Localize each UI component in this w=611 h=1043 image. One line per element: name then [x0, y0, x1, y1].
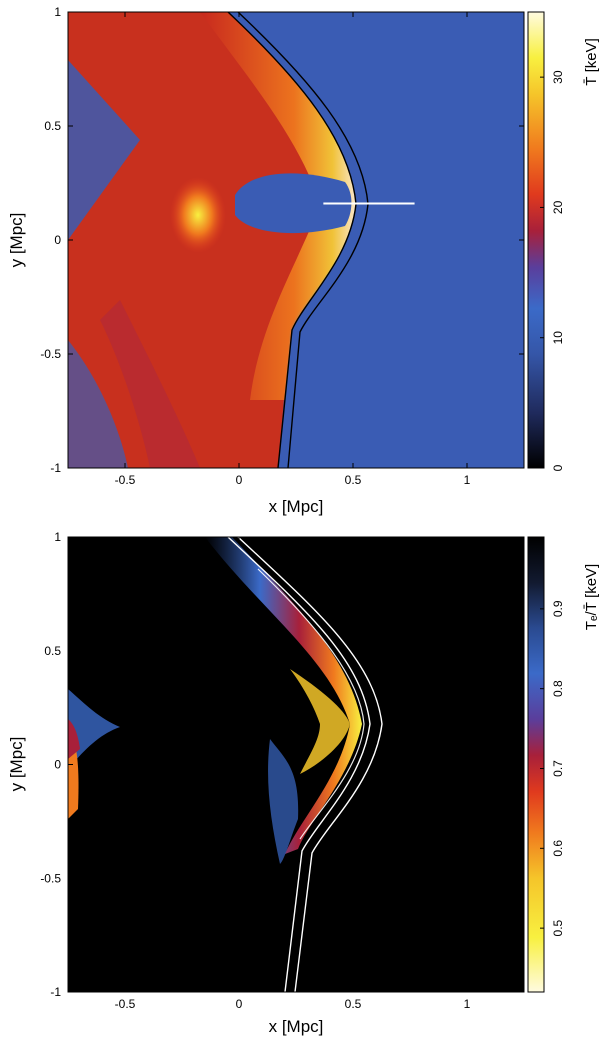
temperature-panel: -0.5 0 0.5 1 -1 -0.5 0 0.5 1 0 10 20 30 T̄ [keV] x …	[0, 0, 611, 519]
x-tick-label: 1	[464, 473, 471, 487]
y-tick-label: -1	[50, 461, 61, 475]
y-tick-label: 1	[54, 530, 61, 544]
x-tick-label: 0.5	[345, 473, 362, 487]
colorbar-tick-label: 0.7	[551, 760, 565, 777]
colorbar-label: T̄ [keV]	[583, 38, 600, 86]
colorbar	[527, 536, 545, 993]
colorbar-tick-label: 20	[551, 200, 565, 214]
colorbar-tick-label: 0.9	[551, 600, 565, 617]
y-tick-label: -1	[50, 985, 61, 999]
y-tick-label: -0.5	[40, 871, 61, 885]
x-tick-label: 1	[464, 997, 471, 1011]
colorbar-label: Tₑ/T̄ [keV]	[583, 564, 600, 630]
y-tick-label: 0	[54, 233, 61, 247]
x-tick-label: -0.5	[115, 997, 136, 1011]
y-tick-label: 0.5	[44, 644, 61, 658]
temperature-heatmap-plot: -0.5 0 0.5 1 -1 -0.5 0 0.5 1 0 10 20 30 T̄ [keV] x …	[7, 5, 600, 516]
x-tick-label: 0	[236, 997, 243, 1011]
colorbar	[527, 11, 545, 469]
colorbar-tick-label: 0	[551, 464, 565, 471]
x-tick-label: 0.5	[345, 997, 362, 1011]
temperature-ratio-heatmap-plot: -0.5 0 0.5 1 -1 -0.5 0 0.5 1 0.5 0.6 0.7 0.8 0.9 Tₑ/…	[7, 530, 600, 1036]
y-tick-label: -0.5	[40, 347, 61, 361]
y-tick-label: 0.5	[44, 119, 61, 133]
y-tick-label: 0	[54, 758, 61, 772]
x-tick-label: 0	[236, 473, 243, 487]
colorbar-tick-label: 0.5	[551, 919, 565, 936]
y-tick-label: 1	[54, 5, 61, 19]
colorbar-tick-label: 30	[551, 70, 565, 84]
y-axis-label: y [Mpc]	[7, 213, 26, 268]
temperature-map	[68, 12, 524, 468]
temperature-ratio-panel: -0.5 0 0.5 1 -1 -0.5 0 0.5 1 0.5 0.6 0.7 0.8 0.9 Tₑ/…	[0, 519, 611, 1038]
colorbar-tick-label: 0.8	[551, 680, 565, 697]
x-tick-label: -0.5	[115, 473, 136, 487]
y-axis-label: y [Mpc]	[7, 737, 26, 792]
x-axis-label: x [Mpc]	[269, 1017, 324, 1036]
colorbar-tick-label: 0.6	[551, 840, 565, 857]
temperature-ratio-map	[68, 537, 524, 992]
colorbar-tick-label: 10	[551, 331, 565, 345]
x-axis-label: x [Mpc]	[269, 497, 324, 516]
